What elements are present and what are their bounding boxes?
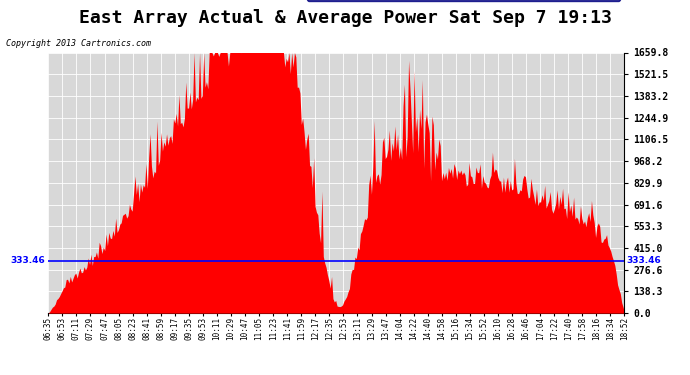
Text: East Array Actual & Average Power Sat Sep 7 19:13: East Array Actual & Average Power Sat Se… [79, 9, 611, 27]
Legend: Average  (DC Watts), East Array  (DC Watts): Average (DC Watts), East Array (DC Watts… [307, 0, 620, 1]
Text: 333.46: 333.46 [627, 256, 661, 265]
Text: 333.46: 333.46 [10, 256, 46, 265]
Text: Copyright 2013 Cartronics.com: Copyright 2013 Cartronics.com [6, 39, 150, 48]
